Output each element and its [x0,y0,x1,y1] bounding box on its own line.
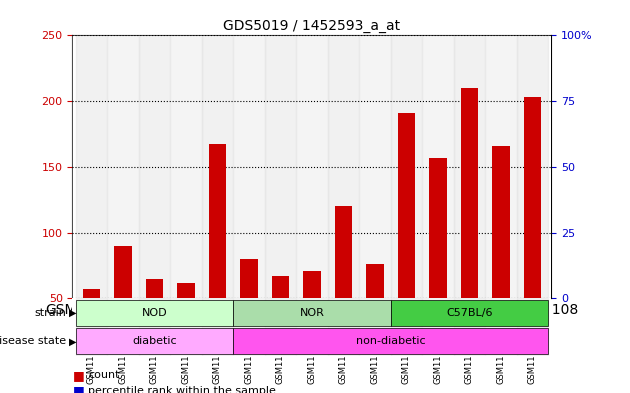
Text: ▶: ▶ [69,336,77,346]
Bar [83,289,100,298]
Bar [391,327,422,356]
Bar [328,327,359,356]
Text: diabetic: diabetic [132,336,176,346]
Bar [366,264,384,298]
Bar [485,327,517,356]
Bar [391,298,422,327]
Point [401,151,411,157]
Bar [233,329,548,354]
Bar [170,35,202,298]
Text: NOR: NOR [299,308,324,318]
Bar [139,35,170,298]
Bar [170,298,202,327]
Bar [202,35,233,298]
Bar [107,35,139,298]
Point [338,158,348,165]
Text: percentile rank within the sample: percentile rank within the sample [88,386,276,393]
Bar [303,271,321,298]
Bar [335,206,352,298]
Text: disease state: disease state [0,336,66,346]
Bar [76,327,107,356]
Bar [485,35,517,298]
Bar [422,35,454,298]
Title: GDS5019 / 1452593_a_at: GDS5019 / 1452593_a_at [223,19,401,33]
Bar [422,298,454,327]
Bar [272,276,289,298]
Bar [517,327,548,356]
Bar [492,146,510,298]
Point [496,158,506,165]
Bar [517,35,548,298]
Bar [454,35,485,298]
Text: ▶: ▶ [69,308,77,318]
Bar [296,35,328,298]
Text: non-diabetic: non-diabetic [356,336,425,346]
Bar [76,298,107,327]
Text: NOD: NOD [142,308,167,318]
Point [275,172,285,178]
Text: strain: strain [34,308,66,318]
Point [464,148,474,154]
Bar [107,327,139,356]
Bar [107,298,139,327]
Bar [202,327,233,356]
Point [118,169,128,175]
Text: count: count [88,370,120,380]
Bar [454,298,485,327]
Bar [328,35,359,298]
Point [307,169,317,175]
Bar [422,327,454,356]
Bar [359,298,391,327]
Bar [209,145,226,298]
Bar [240,259,258,298]
Bar [146,279,163,298]
Point [86,182,96,188]
Bar [233,35,265,298]
Bar [233,300,391,325]
Bar [139,327,170,356]
Bar [391,300,548,325]
Bar [139,298,170,327]
Text: C57BL/6: C57BL/6 [446,308,493,318]
Bar [454,327,485,356]
Bar [233,298,265,327]
Bar [114,246,132,298]
Bar [359,327,391,356]
Bar [461,88,478,298]
Point [433,158,443,165]
Text: ■: ■ [72,369,84,382]
Bar [76,300,233,325]
Bar [177,283,195,298]
Bar [328,298,359,327]
Bar [359,35,391,298]
Bar [398,113,415,298]
Bar [265,298,296,327]
Bar [296,298,328,327]
Point [149,174,159,180]
Bar [296,327,328,356]
Point [181,180,191,186]
Point [244,166,254,173]
Bar [202,298,233,327]
Point [212,156,222,162]
Bar [76,329,233,354]
Bar [391,35,422,298]
Text: ■: ■ [72,384,84,393]
Bar [76,35,107,298]
Bar [517,298,548,327]
Bar [429,158,447,298]
Bar [485,298,517,327]
Point [370,172,380,178]
Bar [265,35,296,298]
Point [527,151,537,157]
Bar [265,327,296,356]
Bar [233,327,265,356]
Bar [170,327,202,356]
Bar [524,97,541,298]
